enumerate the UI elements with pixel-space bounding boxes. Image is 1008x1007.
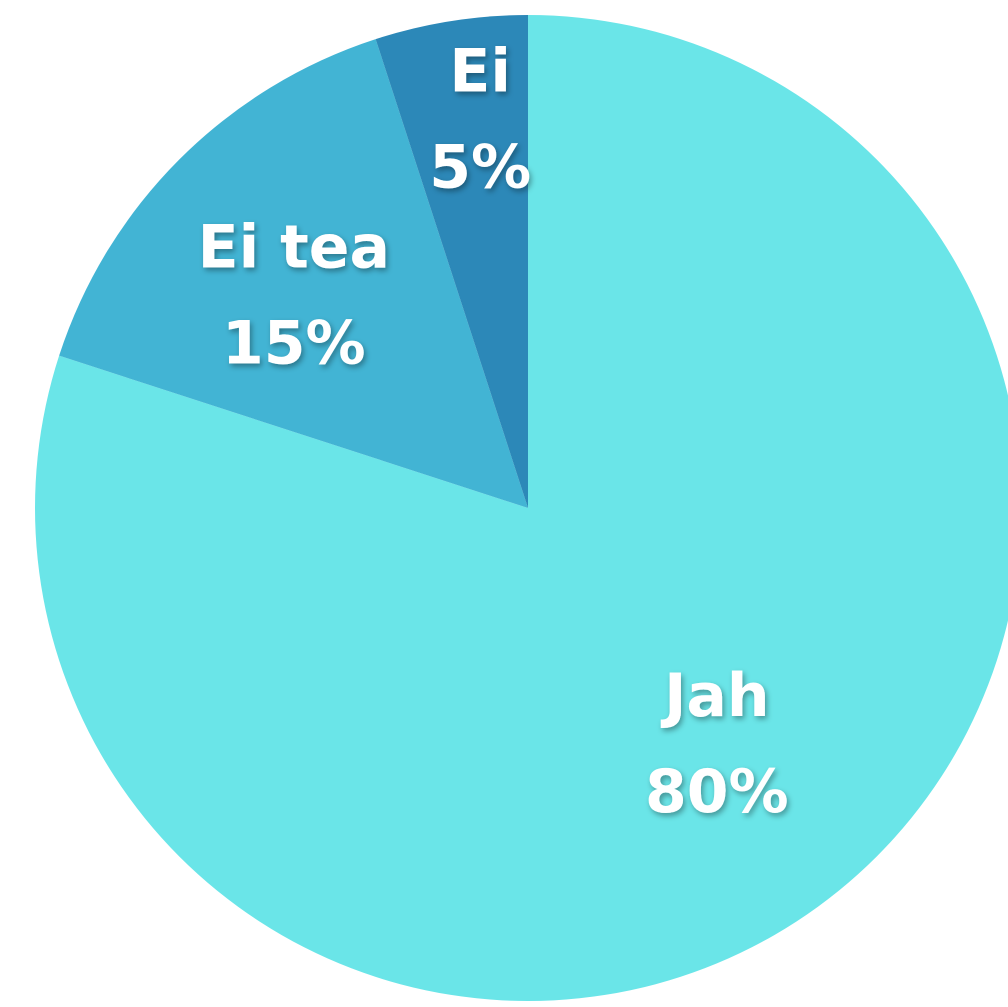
slice-category-label: Ei tea: [198, 212, 390, 282]
pie-slice-jah: [35, 15, 1008, 1001]
slice-category-label: Jah: [660, 661, 770, 731]
slice-category-label: Ei: [449, 36, 511, 106]
pie-labels: Jah 80% Ei tea 15% Ei 5%: [198, 36, 789, 827]
pie-slice-ei-tea: [59, 39, 528, 508]
slice-percent-label: 5%: [429, 132, 531, 202]
pie-slices: [35, 15, 1008, 1001]
slice-percent-label: 80%: [645, 757, 789, 827]
slice-percent-label: 15%: [222, 308, 366, 378]
pie-slice-ei: [375, 15, 528, 508]
